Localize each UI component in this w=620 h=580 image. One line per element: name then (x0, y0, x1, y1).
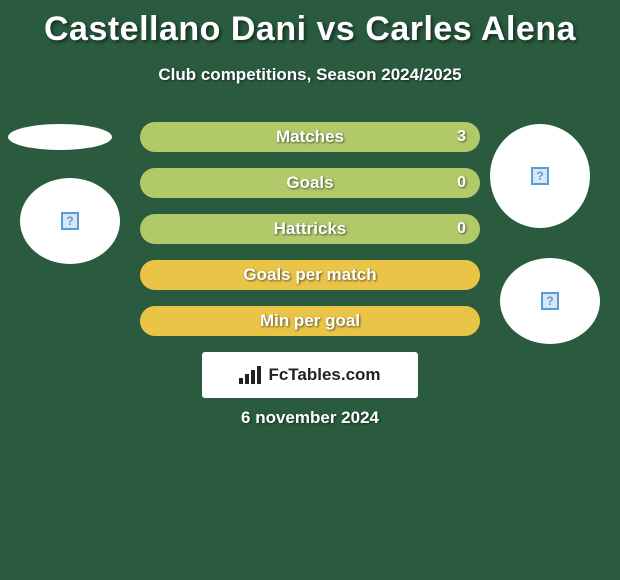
page-subtitle: Club competitions, Season 2024/2025 (0, 65, 620, 85)
decorative-ellipse-top-left (8, 124, 112, 150)
bars-icon (239, 366, 261, 384)
page-title: Castellano Dani vs Carles Alena (0, 0, 620, 49)
stat-pill-goals-per-match: Goals per match (140, 260, 480, 290)
stat-value: 0 (457, 220, 466, 238)
stat-pill-min-per-goal: Min per goal (140, 306, 480, 336)
stat-value: 0 (457, 174, 466, 192)
stat-label: Hattricks (274, 219, 347, 239)
image-placeholder-icon: ? (531, 167, 549, 185)
stat-pills-container: Matches 3 Goals 0 Hattricks 0 Goals per … (140, 122, 480, 352)
stat-label: Min per goal (260, 311, 360, 331)
stat-label: Goals (286, 173, 333, 193)
stat-pill-goals: Goals 0 (140, 168, 480, 198)
image-placeholder-icon: ? (61, 212, 79, 230)
player-photo-right-2: ? (500, 258, 600, 344)
logo-label: FcTables.com (268, 365, 380, 385)
stat-label: Goals per match (243, 265, 376, 285)
stat-label: Matches (276, 127, 344, 147)
stat-pill-hattricks: Hattricks 0 (140, 214, 480, 244)
date-text: 6 november 2024 (0, 408, 620, 428)
stat-pill-matches: Matches 3 (140, 122, 480, 152)
logo-text: FcTables.com (239, 365, 380, 385)
image-placeholder-icon: ? (541, 292, 559, 310)
stat-value: 3 (457, 128, 466, 146)
player-photo-right-1: ? (490, 124, 590, 228)
logo-box: FcTables.com (202, 352, 418, 398)
player-photo-left: ? (20, 178, 120, 264)
